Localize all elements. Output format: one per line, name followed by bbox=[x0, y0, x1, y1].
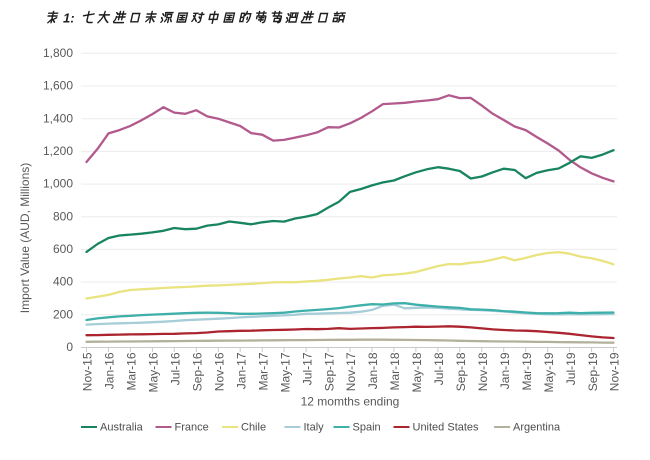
svg-text:Nov-15: Nov-15 bbox=[81, 352, 95, 391]
svg-text:400: 400 bbox=[53, 275, 73, 289]
svg-text:Argentina: Argentina bbox=[513, 422, 561, 434]
svg-text:Import Value (AUD, Millions): Import Value (AUD, Millions) bbox=[18, 163, 32, 313]
svg-text:Mar-16: Mar-16 bbox=[125, 352, 139, 390]
svg-text:Sep-19: Sep-19 bbox=[586, 352, 600, 391]
svg-text:Nov-16: Nov-16 bbox=[213, 352, 227, 391]
svg-text:May-16: May-16 bbox=[147, 352, 161, 392]
svg-text:Jan-19: Jan-19 bbox=[498, 352, 512, 389]
svg-text:1,800: 1,800 bbox=[43, 46, 73, 60]
svg-text:May-19: May-19 bbox=[542, 352, 556, 392]
svg-text:800: 800 bbox=[53, 209, 73, 223]
svg-text:Jul-16: Jul-16 bbox=[169, 352, 183, 385]
svg-text:United States: United States bbox=[413, 422, 480, 434]
svg-text:Sep-17: Sep-17 bbox=[322, 352, 336, 391]
svg-text:12 momths ending: 12 momths ending bbox=[301, 395, 400, 409]
svg-text:1:: 1: bbox=[63, 11, 75, 26]
svg-text:1,600: 1,600 bbox=[43, 79, 73, 93]
svg-text:Chile: Chile bbox=[241, 422, 266, 434]
svg-text:Mar-19: Mar-19 bbox=[520, 352, 534, 390]
svg-text:Jul-18: Jul-18 bbox=[432, 352, 446, 385]
svg-text:Nov-18: Nov-18 bbox=[476, 352, 490, 391]
svg-text:Jan-16: Jan-16 bbox=[103, 352, 117, 389]
svg-text:Jan-17: Jan-17 bbox=[234, 352, 248, 389]
svg-text:1,000: 1,000 bbox=[43, 177, 73, 191]
svg-text:Nov-19: Nov-19 bbox=[608, 352, 622, 391]
svg-text:1,400: 1,400 bbox=[43, 111, 73, 125]
svg-text:May-18: May-18 bbox=[410, 352, 424, 392]
svg-text:Italy: Italy bbox=[304, 422, 325, 434]
svg-text:France: France bbox=[175, 422, 209, 434]
svg-text:Sep-16: Sep-16 bbox=[191, 352, 205, 391]
svg-text:200: 200 bbox=[53, 307, 73, 321]
svg-text:Spain: Spain bbox=[353, 422, 381, 434]
svg-text:1,200: 1,200 bbox=[43, 144, 73, 158]
svg-text:Sep-18: Sep-18 bbox=[454, 352, 468, 391]
svg-text:May-17: May-17 bbox=[278, 352, 292, 392]
svg-text:0: 0 bbox=[66, 340, 73, 354]
svg-text:600: 600 bbox=[53, 242, 73, 256]
svg-text:Jan-18: Jan-18 bbox=[366, 352, 380, 389]
svg-text:Mar-18: Mar-18 bbox=[388, 352, 402, 390]
svg-text:Mar-17: Mar-17 bbox=[256, 352, 270, 390]
svg-text:Australia: Australia bbox=[100, 422, 144, 434]
svg-text:Nov-17: Nov-17 bbox=[344, 352, 358, 391]
svg-text:Jul-17: Jul-17 bbox=[300, 352, 314, 385]
svg-text:Jul-19: Jul-19 bbox=[564, 352, 578, 385]
